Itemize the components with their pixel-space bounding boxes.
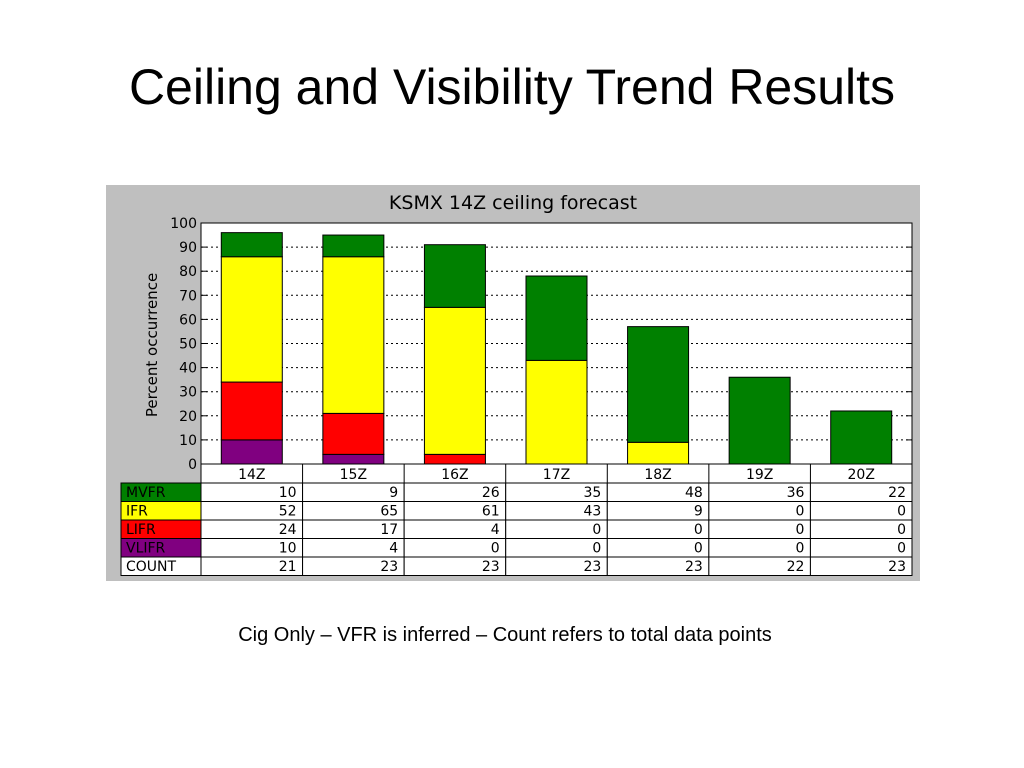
table-value: 22 [787, 559, 805, 575]
bars [220, 232, 893, 465]
table-value: 0 [796, 504, 805, 520]
bar-lifr-15z [322, 412, 385, 455]
table-row-label: LIFR [126, 522, 156, 538]
x-tick-label: 20Z [848, 467, 875, 483]
table-value: 0 [897, 504, 906, 520]
table-value: 26 [482, 485, 500, 501]
table-value: 35 [583, 485, 601, 501]
table-value: 0 [897, 522, 906, 538]
table-value: 43 [583, 504, 601, 520]
table-row-label: IFR [126, 504, 148, 520]
y-tick-label: 50 [179, 337, 197, 353]
bar-ifr-14z [220, 256, 283, 383]
table-value: 0 [592, 522, 601, 538]
table-value: 0 [694, 541, 703, 557]
bar-ifr-15z [322, 256, 385, 414]
bar-mvfr-20z [830, 410, 893, 465]
table-cell [809, 556, 913, 576]
table-value: 48 [685, 485, 703, 501]
table-value: 9 [694, 504, 703, 520]
y-tick-label: 10 [179, 433, 197, 449]
slide-title: Ceiling and Visibility Trend Results [128, 59, 896, 115]
y-tick-label: 40 [179, 361, 197, 377]
bar-mvfr-18z [627, 326, 690, 443]
table-row-label: VLIFR [126, 541, 166, 557]
y-tick-label: 0 [188, 457, 197, 473]
x-tick-label: 16Z [441, 467, 468, 483]
bar-ifr-16z [423, 306, 486, 455]
y-tick-label: 70 [179, 288, 197, 304]
table-value: 21 [279, 559, 297, 575]
y-tick-label: 80 [179, 264, 197, 280]
table-value: 22 [888, 485, 906, 501]
table-value: 4 [491, 522, 500, 538]
table-value: 10 [279, 485, 297, 501]
table-value: 10 [279, 541, 297, 557]
chart-title: KSMX 14Z ceiling forecast [388, 192, 638, 214]
table-value: 24 [279, 522, 297, 538]
x-tick-label: 15Z [340, 467, 367, 483]
table-value: 0 [796, 522, 805, 538]
x-tick-label: 18Z [644, 467, 671, 483]
table-value: 0 [897, 541, 906, 557]
bar-mvfr-15z [322, 234, 385, 258]
x-tick-label: 19Z [746, 467, 773, 483]
table-value: 23 [380, 559, 398, 575]
bar-mvfr-14z [220, 232, 283, 258]
y-tick-label: 20 [179, 409, 197, 425]
y-tick-label: 30 [179, 385, 197, 401]
table-row-label: COUNT [126, 559, 177, 575]
bar-lifr-14z [220, 381, 283, 441]
table-value: 0 [592, 541, 601, 557]
caption: Cig Only – VFR is inferred – Count refer… [238, 624, 772, 646]
table-value: 23 [888, 559, 906, 575]
table-value: 23 [685, 559, 703, 575]
y-tick-label: 90 [179, 240, 197, 256]
table-value: 0 [491, 541, 500, 557]
table-value: 0 [694, 522, 703, 538]
bar-mvfr-17z [525, 275, 588, 361]
table-value: 4 [389, 541, 398, 557]
y-tick-label: 100 [170, 216, 197, 232]
bar-ifr-17z [525, 359, 588, 465]
table-value: 0 [796, 541, 805, 557]
bar-ifr-18z [627, 441, 690, 465]
table-value: 9 [389, 485, 398, 501]
table-value: 23 [583, 559, 601, 575]
bar-lifr-16z [423, 453, 486, 465]
bar-vlifr-14z [220, 439, 283, 465]
bar-vlifr-15z [322, 453, 385, 465]
data-table: 14Z 15Z 16Z 17Z 18Z 19Z 20Z MVFR 10 9 26 35 48 36 22 IF… [120, 463, 913, 576]
table-row-label: MVFR [126, 485, 166, 501]
bar-mvfr-19z [728, 376, 791, 465]
y-tick-label: 60 [179, 312, 197, 328]
table-value: 65 [380, 504, 398, 520]
table-value: 17 [380, 522, 398, 538]
table-value: 61 [482, 504, 500, 520]
bar-mvfr-16z [423, 244, 486, 308]
table-value: 52 [279, 504, 297, 520]
table-value: 23 [482, 559, 500, 575]
x-tick-label: 14Z [238, 467, 265, 483]
x-tick-label: 17Z [543, 467, 570, 483]
table-value: 36 [787, 485, 805, 501]
y-axis-label: Percent occurrence [143, 273, 161, 417]
